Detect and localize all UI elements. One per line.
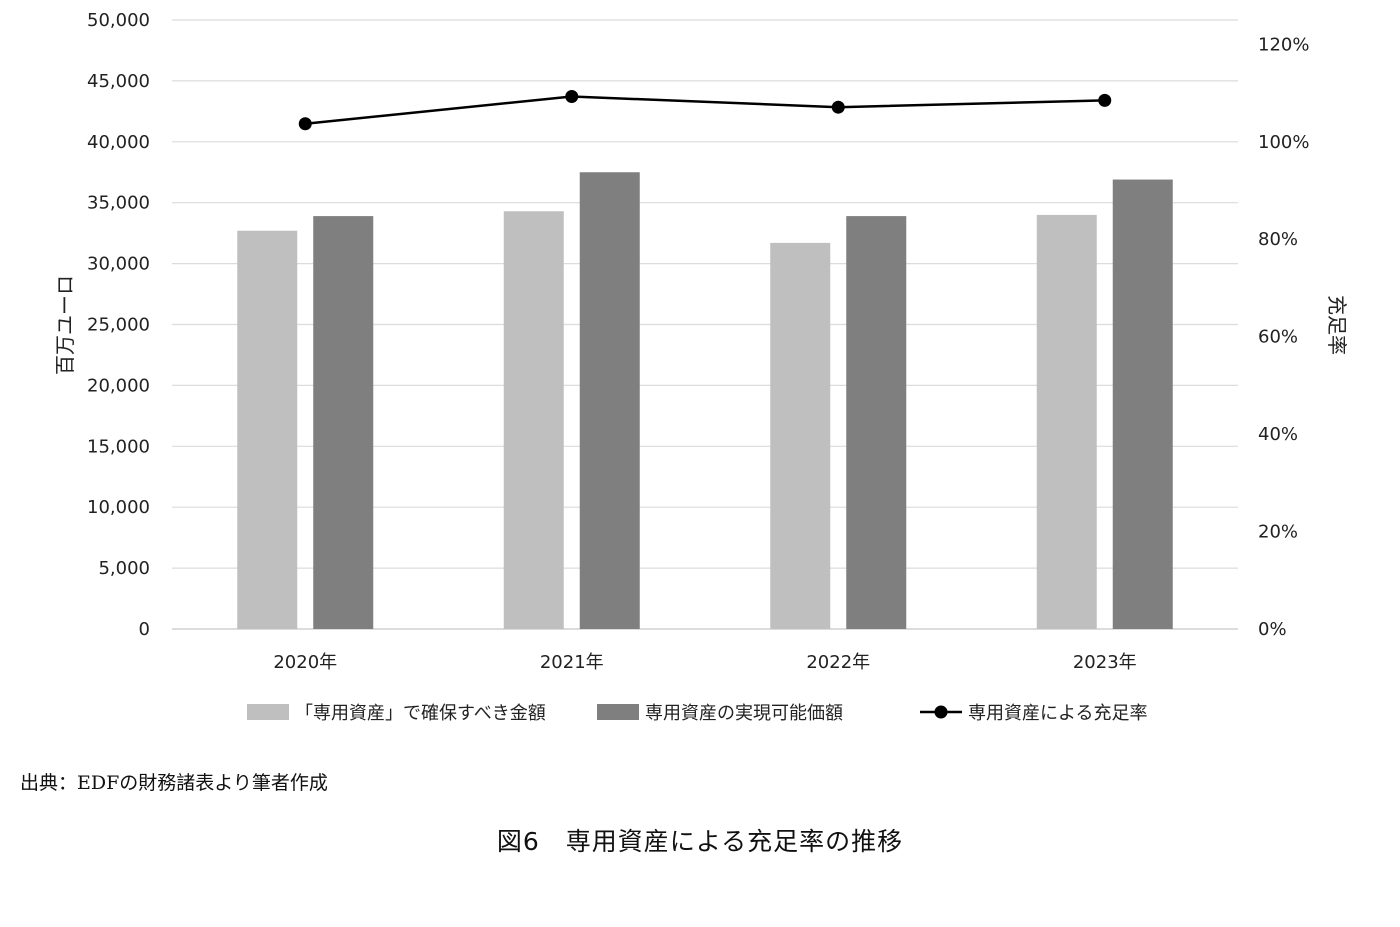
- x-tick-label: 2021年: [540, 652, 604, 673]
- bar: [503, 211, 564, 629]
- legend-label: 専用資産による充足率: [968, 703, 1147, 724]
- ratio-point: [1098, 93, 1112, 107]
- category-axis-ticks: 2020年 2021年 2022年 2023年: [273, 652, 1136, 673]
- y2-tick-label: 20%: [1258, 522, 1298, 543]
- right-axis-ticks: 0% 20% 40% 60% 80% 100% 120%: [1258, 34, 1309, 640]
- left-axis-label: 百万ユーロ: [53, 275, 77, 375]
- x-tick-label: 2020年: [273, 652, 337, 673]
- legend-label: 専用資産の実現可能価額: [645, 703, 843, 724]
- legend-label: 「専用資産」で確保すべき金額: [295, 703, 546, 724]
- y-tick-label: 45,000: [87, 71, 150, 92]
- y-tick-label: 25,000: [87, 315, 150, 336]
- bar: [770, 242, 831, 630]
- legend-swatch: [247, 704, 289, 720]
- y2-tick-label: 80%: [1258, 229, 1298, 250]
- left-axis-ticks: 0 5,000 10,000 15,000 20,000 25,000 30,000 35,0…: [87, 10, 150, 640]
- x-tick-label: 2022年: [806, 652, 870, 673]
- right-axis-label: 充足率: [1325, 295, 1349, 355]
- y-tick-label: 50,000: [87, 10, 150, 31]
- ratio-point: [831, 100, 845, 114]
- source-note: 出典：EDFの財務諸表より筆者作成: [20, 772, 328, 794]
- y-tick-label: 35,000: [87, 193, 150, 214]
- bar: [579, 172, 640, 629]
- y2-tick-label: 120%: [1258, 34, 1309, 55]
- ratio-point: [298, 117, 312, 131]
- legend: 「専用資産」で確保すべき金額 専用資産の実現可能価額 専用資産による充足率: [247, 703, 1147, 724]
- y2-tick-label: 40%: [1258, 424, 1298, 445]
- legend-marker: [934, 705, 948, 719]
- y2-tick-label: 0%: [1258, 619, 1287, 640]
- ratio-point: [565, 89, 579, 103]
- bar: [1112, 179, 1173, 630]
- y2-tick-label: 100%: [1258, 132, 1309, 153]
- y-tick-label: 5,000: [98, 558, 150, 579]
- ratio-line-path: [305, 95, 1105, 126]
- bars: [237, 172, 1173, 630]
- y-tick-label: 40,000: [87, 132, 150, 153]
- y2-tick-label: 60%: [1258, 327, 1298, 348]
- bar: [846, 216, 907, 629]
- legend-swatch: [597, 704, 639, 720]
- y-tick-label: 10,000: [87, 497, 150, 518]
- ratio-line: [298, 89, 1112, 131]
- y-tick-label: 30,000: [87, 254, 150, 275]
- bar: [1036, 214, 1097, 629]
- y-tick-label: 15,000: [87, 436, 150, 457]
- figure-caption: 図6 専用資産による充足率の推移: [496, 827, 904, 856]
- y-tick-label: 0: [139, 619, 150, 640]
- x-tick-label: 2023年: [1073, 652, 1137, 673]
- bar: [237, 230, 298, 630]
- chart: 0 5,000 10,000 15,000 20,000 25,000 30,000 35,0…: [53, 10, 1349, 724]
- bar: [313, 216, 374, 629]
- y-tick-label: 20,000: [87, 375, 150, 396]
